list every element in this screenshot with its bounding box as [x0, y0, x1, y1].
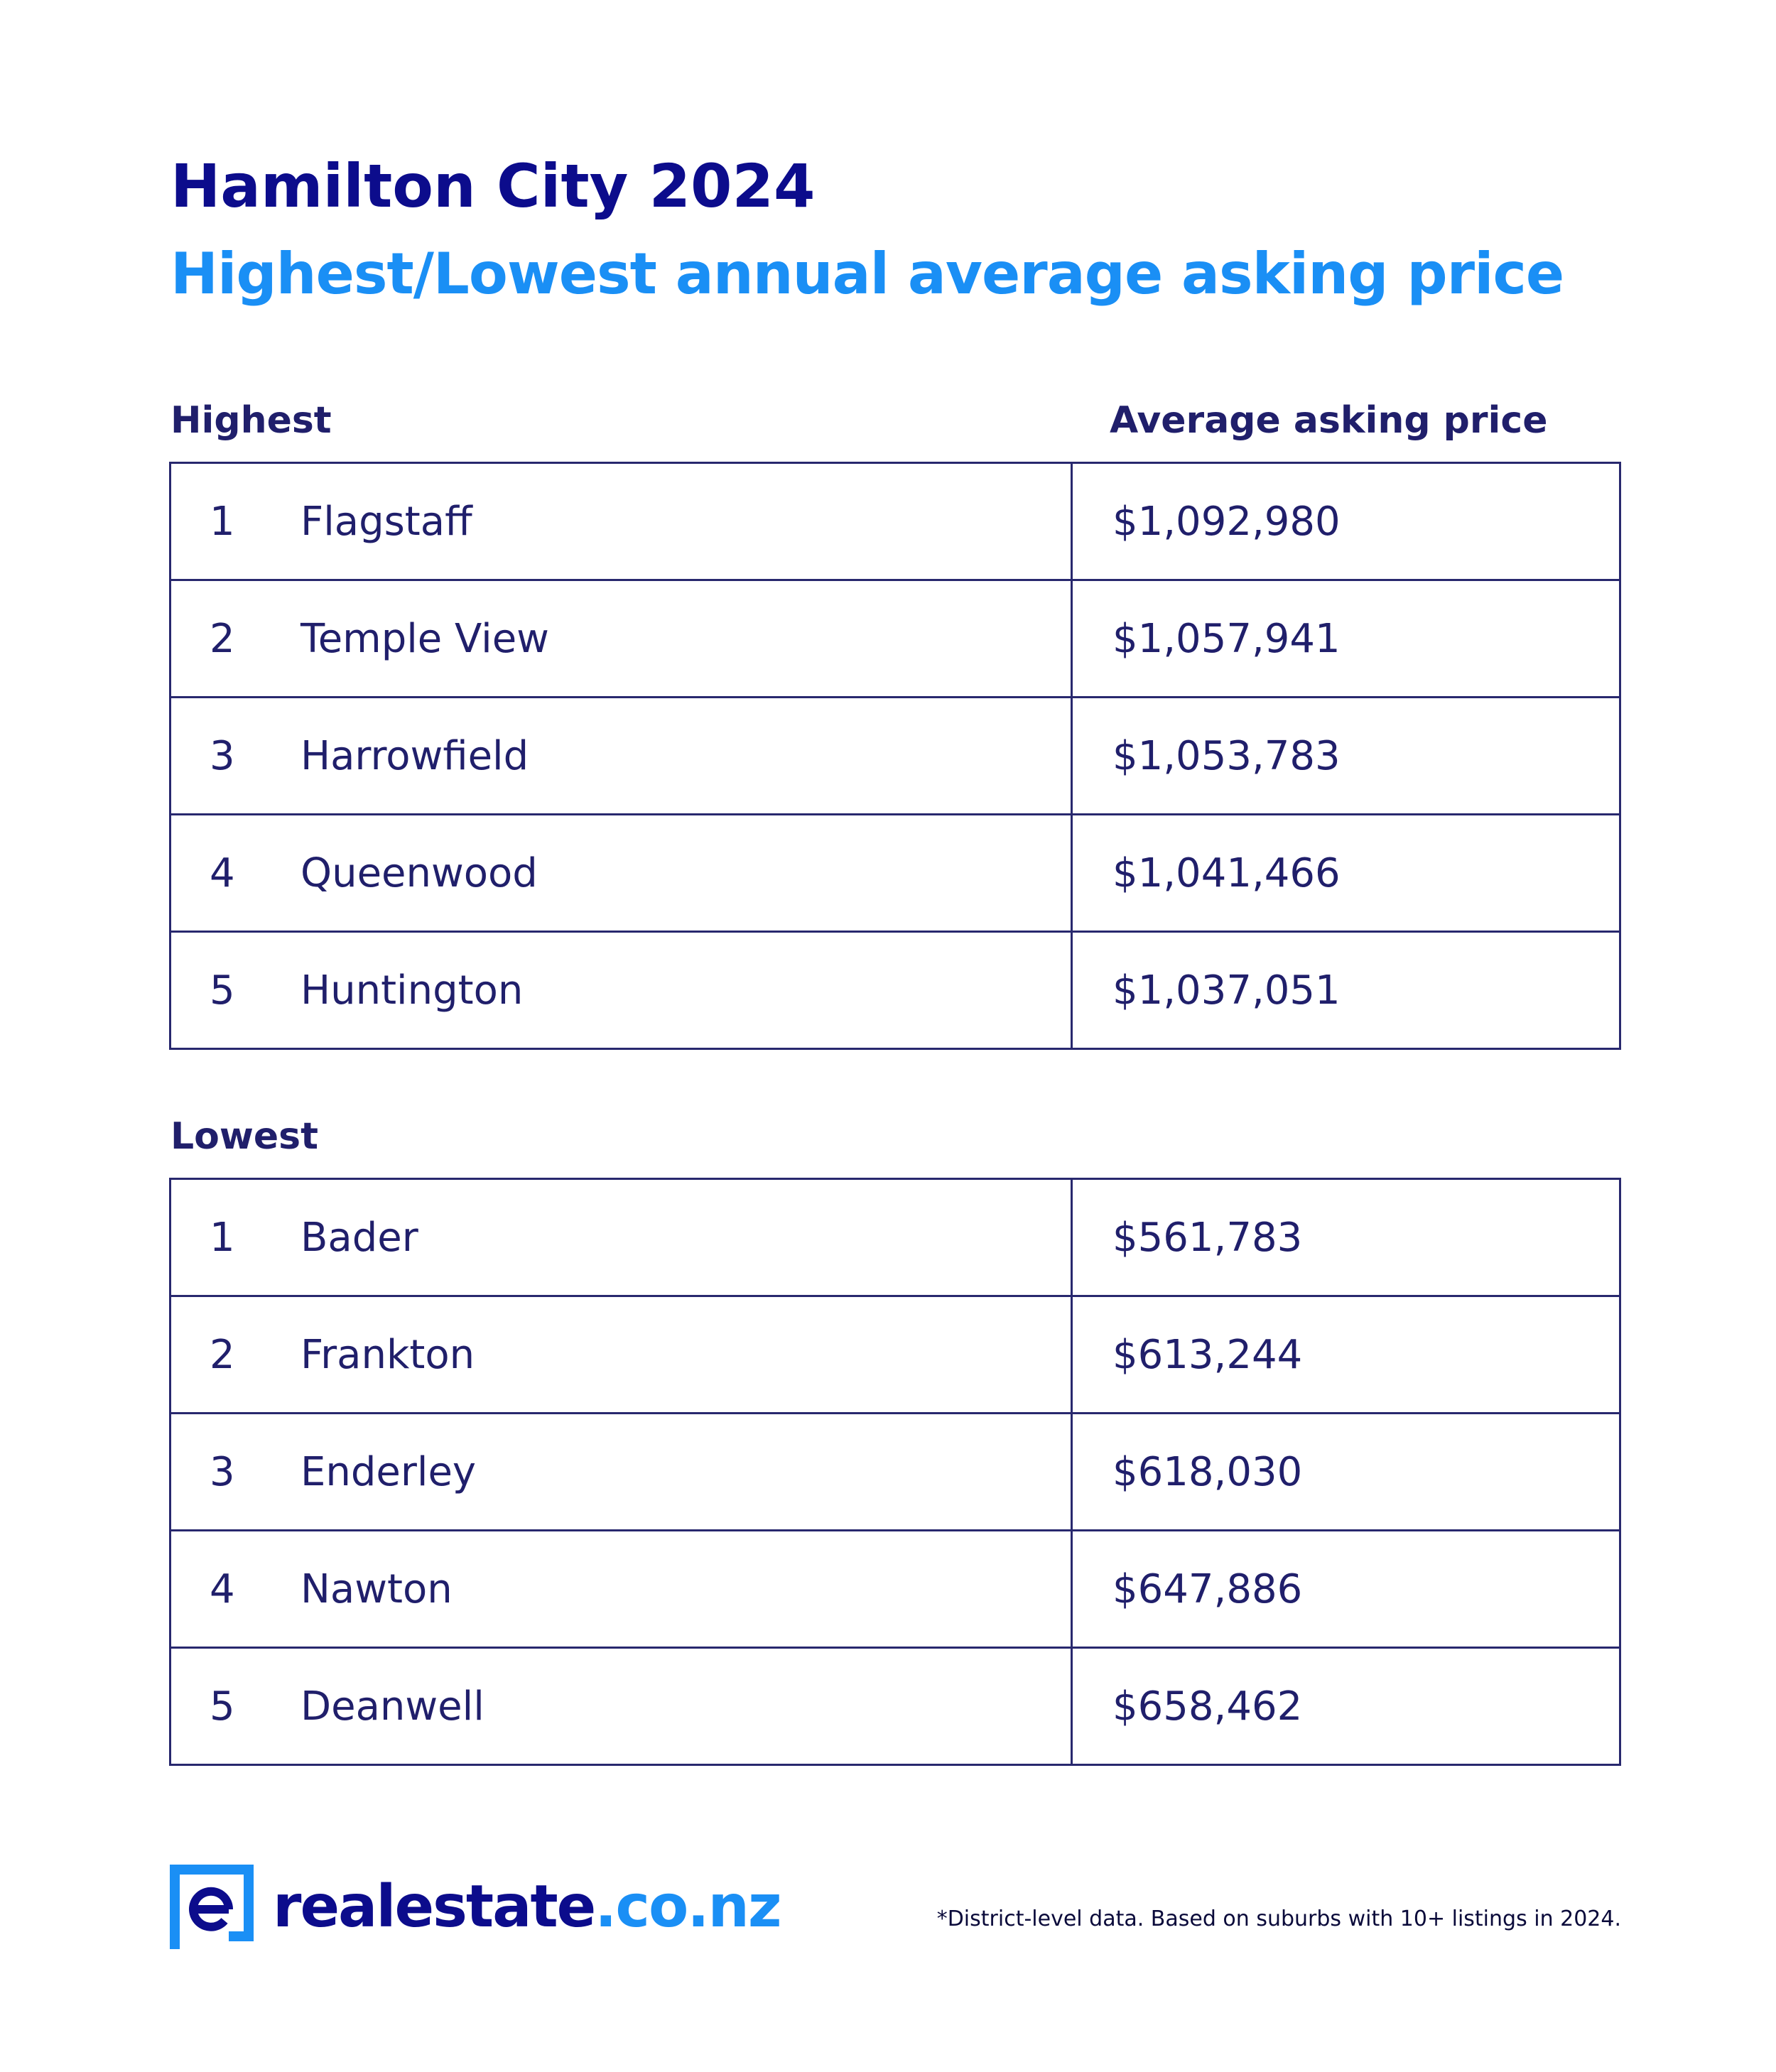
- suburb-cell: 5 Huntington: [169, 931, 1073, 1050]
- highest-table: 1 Flagstaff $1,092,980 2 Temple View $1,05…: [169, 462, 1621, 1050]
- logo-wordmark: realestate.co.nz: [273, 1872, 782, 1941]
- page-title: Hamilton City 2024: [170, 151, 816, 221]
- table-row: 3 Harrowfield $1,053,783: [169, 696, 1621, 815]
- suburb-cell: 4 Queenwood: [169, 813, 1073, 933]
- table-row: 3 Enderley $618,030: [169, 1412, 1621, 1531]
- price-cell: $561,783: [1071, 1178, 1621, 1297]
- suburb-name: Queenwood: [300, 850, 538, 896]
- logo-tld: .co.nz: [595, 1872, 781, 1941]
- suburb-cell: 3 Harrowfield: [169, 696, 1073, 815]
- price-cell: $1,057,941: [1071, 579, 1621, 698]
- table-row: 4 Queenwood $1,041,466: [169, 813, 1621, 933]
- highest-section-label: Highest: [170, 399, 332, 442]
- suburb-name: Nawton: [300, 1566, 453, 1612]
- price-cell: $658,462: [1071, 1647, 1621, 1766]
- price-cell: $647,886: [1071, 1529, 1621, 1649]
- suburb-name: Temple View: [300, 615, 549, 662]
- rank-number: 1: [210, 498, 235, 545]
- realestate-logo-icon: [169, 1862, 256, 1951]
- suburb-cell: 2 Temple View: [169, 579, 1073, 698]
- rank-number: 3: [210, 1448, 235, 1495]
- rank-number: 4: [210, 1566, 235, 1612]
- rank-number: 5: [210, 967, 235, 1014]
- rank-number: 5: [210, 1683, 235, 1730]
- logo-name: realestate: [273, 1872, 596, 1941]
- suburb-name: Flagstaff: [300, 498, 472, 545]
- suburb-name: Harrowfield: [300, 732, 529, 779]
- rank-number: 2: [210, 1331, 235, 1378]
- table-row: 1 Flagstaff $1,092,980: [169, 462, 1621, 581]
- page-subtitle: Highest/Lowest annual average asking pri…: [170, 241, 1564, 307]
- lowest-table: 1 Bader $561,783 2 Frankton $613,244 3 Ende…: [169, 1178, 1621, 1766]
- price-cell: $1,053,783: [1071, 696, 1621, 815]
- rank-number: 3: [210, 732, 235, 779]
- suburb-cell: 4 Nawton: [169, 1529, 1073, 1649]
- realestate-logo[interactable]: realestate.co.nz: [169, 1861, 782, 1952]
- price-cell: $613,244: [1071, 1295, 1621, 1414]
- suburb-name: Deanwell: [300, 1683, 484, 1730]
- table-row: 5 Huntington $1,037,051: [169, 931, 1621, 1050]
- suburb-name: Frankton: [300, 1331, 475, 1378]
- rank-number: 1: [210, 1214, 235, 1261]
- footnote: *District-level data. Based on suburbs w…: [936, 1906, 1621, 1931]
- suburb-name: Bader: [300, 1214, 418, 1261]
- price-column-label: Average asking price: [1110, 399, 1548, 442]
- table-row: 1 Bader $561,783: [169, 1178, 1621, 1297]
- suburb-cell: 1 Flagstaff: [169, 462, 1073, 581]
- rank-number: 2: [210, 615, 235, 662]
- price-cell: $1,041,466: [1071, 813, 1621, 933]
- lowest-section-label: Lowest: [170, 1115, 318, 1158]
- suburb-cell: 5 Deanwell: [169, 1647, 1073, 1766]
- table-row: 4 Nawton $647,886: [169, 1529, 1621, 1649]
- rank-number: 4: [210, 850, 235, 896]
- price-cell: $1,092,980: [1071, 462, 1621, 581]
- suburb-cell: 2 Frankton: [169, 1295, 1073, 1414]
- suburb-name: Huntington: [300, 967, 524, 1014]
- suburb-cell: 1 Bader: [169, 1178, 1073, 1297]
- table-row: 2 Frankton $613,244: [169, 1295, 1621, 1414]
- suburb-name: Enderley: [300, 1448, 477, 1495]
- price-cell: $1,037,051: [1071, 931, 1621, 1050]
- suburb-cell: 3 Enderley: [169, 1412, 1073, 1531]
- price-cell: $618,030: [1071, 1412, 1621, 1531]
- table-row: 2 Temple View $1,057,941: [169, 579, 1621, 698]
- table-row: 5 Deanwell $658,462: [169, 1647, 1621, 1766]
